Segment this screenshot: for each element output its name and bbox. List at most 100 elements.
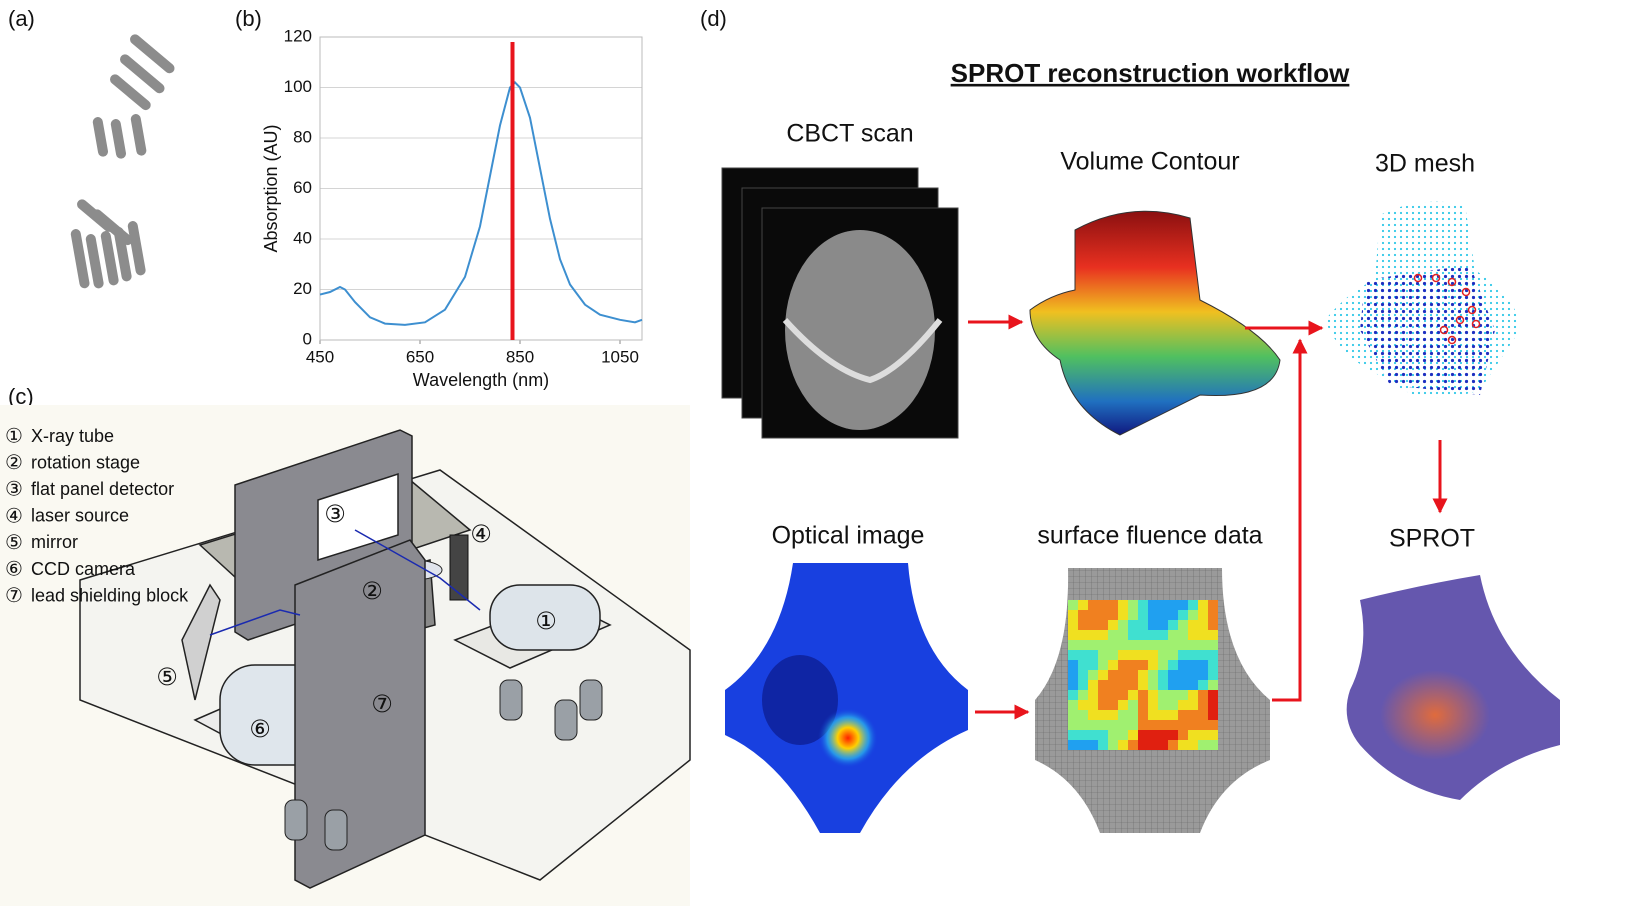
fluence-cell [1098, 730, 1108, 740]
fluence-cell [1148, 670, 1158, 680]
fluence-cell [1088, 640, 1098, 650]
mesh-marker [1455, 315, 1465, 325]
step-label: SPROT [1389, 525, 1475, 553]
fluence-cell [1208, 720, 1218, 730]
callout: ① [535, 607, 557, 635]
panel-label: (d) [700, 6, 727, 31]
fluence-cell [1178, 670, 1188, 680]
fluence-cell [1198, 620, 1208, 630]
rod [70, 229, 90, 289]
fluence-cell [1108, 720, 1118, 730]
rod [113, 227, 132, 282]
fluence-cell [1088, 600, 1098, 610]
fluence-cell [1178, 740, 1188, 750]
fluence-cell [1088, 670, 1098, 680]
fluence-cell [1188, 740, 1198, 750]
mesh-marker [1413, 273, 1423, 283]
fluence-cell [1198, 740, 1208, 750]
fluence-cell [1198, 710, 1208, 720]
rod [100, 231, 119, 286]
fluence-cell [1068, 660, 1078, 670]
fluence-cell [1198, 670, 1208, 680]
fluence-cell [1158, 740, 1168, 750]
fluence-cell [1148, 640, 1158, 650]
mesh-marker [1439, 325, 1449, 335]
mesh-marker [1447, 335, 1457, 345]
fluence-cell [1068, 610, 1078, 620]
fluence-cell [1098, 670, 1108, 680]
ct-bone [782, 317, 943, 384]
fluence-cell [1178, 700, 1188, 710]
fluence-cell [1098, 610, 1108, 620]
fluence-cell [1098, 650, 1108, 660]
fluence-cell [1168, 610, 1178, 620]
ct-body [785, 230, 935, 430]
y-axis-label: Absorption (AU) [261, 124, 281, 252]
fluence-cell [1108, 650, 1118, 660]
fluence-cell [1068, 680, 1078, 690]
fluence-cell [1178, 650, 1188, 660]
fluence-cell [1138, 610, 1148, 620]
fluence-cell [1088, 610, 1098, 620]
fluence-cell [1198, 640, 1208, 650]
fluence-cell [1168, 710, 1178, 720]
fluence-cell [1138, 710, 1148, 720]
fluence-cell [1098, 690, 1108, 700]
fluence-cell [1098, 710, 1108, 720]
fluence-cell [1078, 620, 1088, 630]
fluence-cell [1138, 650, 1148, 660]
legend-number: ⑤ [5, 530, 23, 554]
fluence-cell [1148, 600, 1158, 610]
fluence-cell [1128, 620, 1138, 630]
fluence-cell [1078, 730, 1088, 740]
fluence-cell [1128, 600, 1138, 610]
mesh-marker [1461, 287, 1471, 297]
rod [120, 54, 165, 94]
rod [130, 34, 175, 74]
fluence-cell [1168, 670, 1178, 680]
fluence-cell [1068, 720, 1078, 730]
fluence-cell [1118, 730, 1128, 740]
leg [499, 679, 523, 721]
fluence-cell [1078, 700, 1088, 710]
fluence-cell [1078, 680, 1088, 690]
step-label: surface fluence data [1037, 522, 1262, 550]
fluence-cell [1188, 650, 1198, 660]
fluence-cell [1208, 630, 1218, 640]
fluence-cell [1068, 630, 1078, 640]
legend-label: lead shielding block [31, 585, 189, 605]
arrow [1272, 338, 1308, 702]
step-label: Optical image [772, 522, 925, 550]
fluence-cell [1208, 660, 1218, 670]
fluence-cell [1208, 610, 1218, 620]
fluence-cell [1108, 700, 1118, 710]
fluence-cell [1118, 600, 1128, 610]
fluence-cell [1108, 730, 1118, 740]
fluence-cell [1098, 660, 1108, 670]
legend-label: flat panel detector [31, 479, 174, 499]
fluence-cell [1108, 600, 1118, 610]
fluence-cell [1158, 670, 1168, 680]
y-tick-label: 100 [284, 77, 312, 96]
fluence-cell [1068, 640, 1078, 650]
fluence-cell [1208, 600, 1218, 610]
fluence-cell [1118, 610, 1128, 620]
sprot-hot [1380, 670, 1490, 760]
fluence-cell [1198, 700, 1208, 710]
fluence-cell [1198, 720, 1208, 730]
fluence-cell [1108, 740, 1118, 750]
fluence-cell [1078, 670, 1088, 680]
fluence-cell [1178, 690, 1188, 700]
fluence-cell [1208, 710, 1218, 720]
fluence-cell [1188, 640, 1198, 650]
fluence-cell [1108, 710, 1118, 720]
fluence-cell [1208, 680, 1218, 690]
fluence-cell [1158, 630, 1168, 640]
legend-number: ② [5, 450, 23, 474]
wall-window [317, 472, 399, 562]
rod [85, 234, 104, 289]
fluence-cell [1158, 640, 1168, 650]
fluence-cell [1138, 600, 1148, 610]
fluence-cell [1098, 680, 1108, 690]
fluence-cell [1088, 680, 1098, 690]
